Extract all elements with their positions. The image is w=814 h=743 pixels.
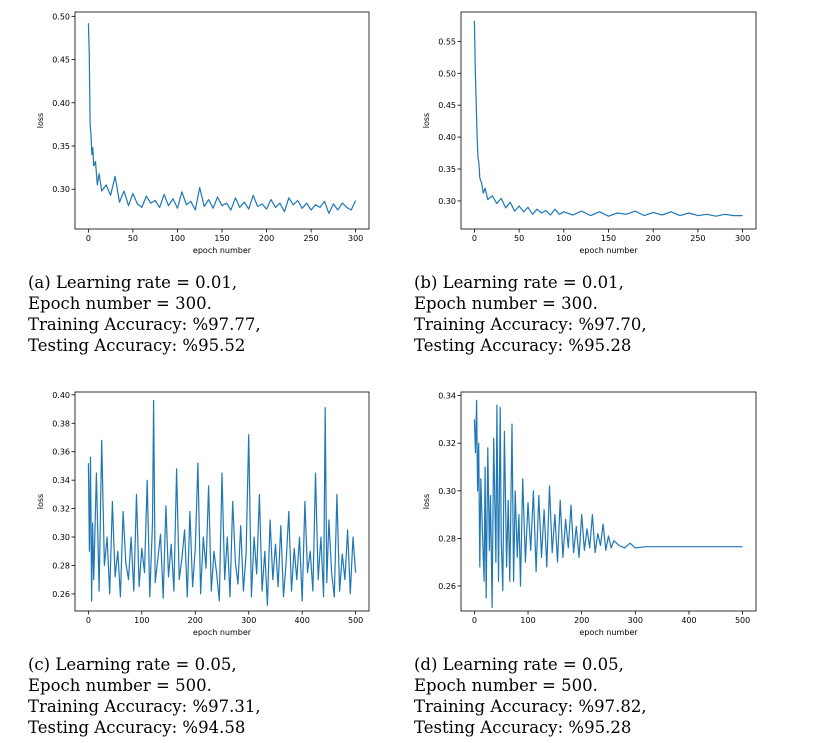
caption-b-line4: Testing Accuracy: %95.28 [414,336,632,355]
caption-b-line1: (b) Learning rate = 0.01, [414,273,624,292]
chart-b-xtick-label: 0 [472,234,477,243]
chart-c-series-line [87,399,357,606]
chart-c-ytick-label: 0.26 [52,590,70,599]
chart-c-xtick-label: 200 [188,616,203,625]
chart-a-ytick-label: 0.45 [52,56,70,65]
chart-a-xtick-label: 0 [86,234,91,243]
chart-b-ytick-label: 0.35 [438,165,456,174]
chart-b: 0 50 100 150 200 250 300 0.30 0.35 0.40 0.45 0.50 0.… [0,0,814,262]
chart-b-ytick-label: 0.40 [438,133,456,142]
chart-d-xtick-label: 400 [681,616,696,625]
caption-c-line4: Testing Accuracy: %94.58 [28,718,246,737]
chart-b-series-line [473,20,743,217]
chart-d-ytick-label: 0.30 [438,487,456,496]
chart-b-xtick-label: 100 [556,234,571,243]
chart-c-ytick-label: 0.28 [52,561,70,570]
chart-d-xtick-label: 500 [735,616,750,625]
chart-a-xtick-label: 300 [348,234,363,243]
chart-c-ytick-label: 0.40 [52,391,70,400]
caption-a: (a) Learning rate = 0.01, Epoch number =… [28,272,261,356]
chart-a-ylabel: loss [36,113,45,128]
chart-d-ytick-label: 0.26 [438,582,456,591]
chart-c-xtick-label: 100 [134,616,149,625]
caption-c: (c) Learning rate = 0.05, Epoch number =… [28,654,261,738]
chart-d-xtick-label: 300 [628,616,643,625]
chart-a-xtick-label: 50 [128,234,138,243]
chart-c-frame [74,391,370,612]
caption-a-line3: Training Accuracy: %97.77, [28,315,261,334]
chart-b-ytick-label: 0.30 [438,197,456,206]
chart-d-ytick-label: 0.28 [438,534,456,543]
chart-c-ytick-label: 0.30 [52,533,70,542]
caption-d-line3: Training Accuracy: %97.82, [414,697,647,716]
chart-b-xtick-label: 200 [646,234,661,243]
chart-c-ylabel: loss [36,494,45,509]
chart-a-series-line [87,23,357,214]
caption-c-line3: Training Accuracy: %97.31, [28,697,261,716]
chart-c-xtick-label: 500 [348,616,363,625]
caption-a-line4: Testing Accuracy: %95.52 [28,336,246,355]
chart-c-xtick-label: 300 [241,616,256,625]
caption-c-line2: Epoch number = 500. [28,676,212,695]
chart-d-ytick-label: 0.34 [438,392,456,401]
caption-d-line2: Epoch number = 500. [414,676,598,695]
chart-c-svg: 0 100 200 300 400 500 0.26 0.28 0.30 0.32 0.34 0.36… [36,391,370,637]
chart-b-ylabel: loss [422,113,431,128]
caption-a-line2: Epoch number = 300. [28,294,212,313]
chart-d-xtick-label: 200 [574,616,589,625]
chart-c-ytick-label: 0.38 [52,419,70,428]
chart-d-xlabel: epoch number [579,628,638,637]
chart-b-xtick-label: 300 [735,234,750,243]
chart-b-xtick-label: 250 [690,234,705,243]
chart-a-ytick-label: 0.35 [52,142,70,151]
caption-a-line1: (a) Learning rate = 0.01, [28,273,238,292]
chart-c-xtick-label: 0 [86,616,91,625]
chart-b-xtick-label: 150 [601,234,616,243]
chart-b-ytick-label: 0.45 [438,101,456,110]
chart-d-xtick-label: 0 [472,616,477,625]
caption-c-line1: (c) Learning rate = 0.05, [28,655,237,674]
chart-c: 0 100 200 300 400 500 0.26 0.28 0.30 0.32 0.34 0.36… [0,0,380,645]
chart-d-ytick-label: 0.32 [438,439,456,448]
chart-a-xlabel: epoch number [193,246,252,255]
chart-a-xtick-label: 200 [259,234,274,243]
caption-d-line4: Testing Accuracy: %95.28 [414,718,632,737]
chart-b-xtick-label: 50 [514,234,524,243]
chart-a: 0 50 100 150 200 250 300 0.30 0.35 0.40 0.45 0.50 ep… [0,0,380,262]
chart-a-xtick-label: 150 [214,234,229,243]
caption-d: (d) Learning rate = 0.05, Epoch number =… [414,654,647,738]
chart-a-ytick-label: 0.50 [52,12,70,21]
chart-d-series-line [473,399,743,609]
chart-b-ytick-label: 0.55 [438,37,456,46]
caption-b-line2: Epoch number = 300. [414,294,598,313]
chart-b-svg: 0 50 100 150 200 250 300 0.30 0.35 0.40 0.45 0.50 0.… [422,11,757,255]
chart-c-ytick-label: 0.34 [52,476,70,485]
chart-c-ytick-label: 0.36 [52,448,70,457]
chart-a-xtick-label: 100 [170,234,185,243]
chart-c-ytick-label: 0.32 [52,505,70,514]
chart-a-ytick-label: 0.30 [52,185,70,194]
caption-b: (b) Learning rate = 0.01, Epoch number =… [414,272,647,356]
chart-c-xlabel: epoch number [193,628,252,637]
chart-b-ytick-label: 0.50 [438,69,456,78]
chart-a-xtick-label: 250 [303,234,318,243]
chart-d-svg: 0 100 200 300 400 500 0.26 0.28 0.30 0.32 0.34 epoc… [422,391,757,637]
chart-d-xtick-label: 100 [520,616,535,625]
chart-d: 0 100 200 300 400 500 0.26 0.28 0.30 0.32 0.34 epoc… [422,391,757,637]
chart-c-xtick-label: 400 [295,616,310,625]
chart-d-ylabel: loss [422,494,431,509]
chart-d-frame [460,391,757,612]
caption-b-line3: Training Accuracy: %97.70, [414,315,647,334]
caption-d-line1: (d) Learning rate = 0.05, [414,655,624,674]
chart-a-ytick-label: 0.40 [52,99,70,108]
chart-b-xlabel: epoch number [579,246,638,255]
chart-a-svg: 0 50 100 150 200 250 300 0.30 0.35 0.40 0.45 0.50 ep… [36,11,370,255]
